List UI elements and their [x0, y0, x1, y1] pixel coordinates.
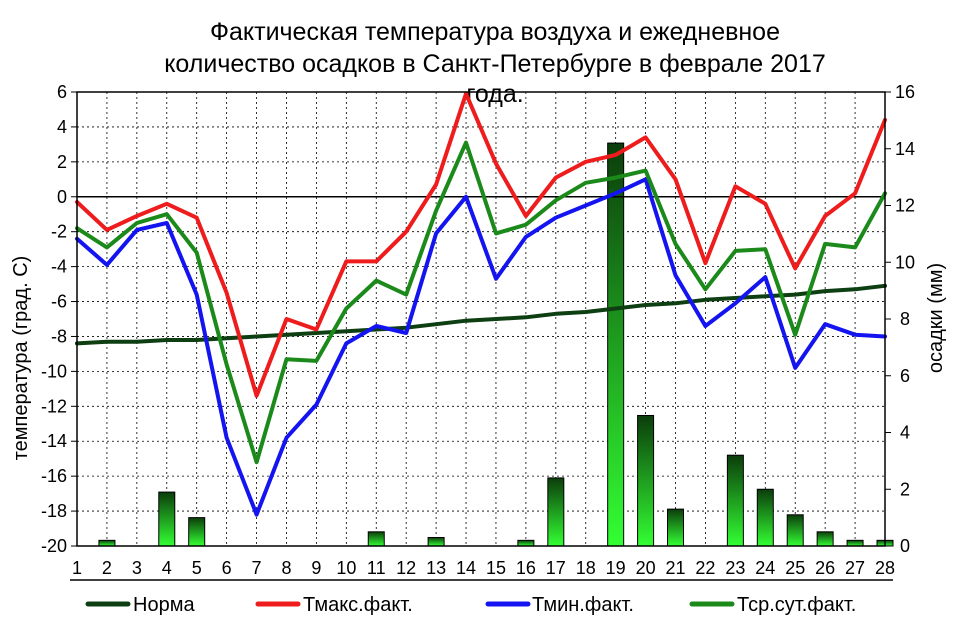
- series-line-3: [75, 177, 887, 517]
- y2-tick-label: 8: [900, 309, 910, 329]
- y2-tick-label: 0: [900, 536, 910, 556]
- precipitation-bar: [756, 488, 774, 547]
- precipitation-bar: [547, 477, 565, 547]
- y-tick-label: -8: [51, 326, 67, 346]
- y-tick-label: -16: [41, 466, 67, 486]
- x-tick-label: 13: [426, 558, 446, 578]
- x-tick-label: 7: [252, 558, 262, 578]
- x-tick-label: 20: [636, 558, 656, 578]
- x-tick-label: 14: [456, 558, 476, 578]
- precipitation-bar: [786, 514, 804, 547]
- x-tick-label: 9: [311, 558, 321, 578]
- precipitation-bar: [517, 539, 535, 547]
- legend-label: Норма: [133, 594, 195, 616]
- y2-tick-label: 4: [900, 423, 910, 443]
- y-tick-label: 6: [57, 82, 67, 102]
- x-tick-label: 1: [72, 558, 82, 578]
- x-tick-label: 10: [336, 558, 356, 578]
- legend-label: Тср.сут.факт.: [737, 594, 856, 616]
- x-tick-label: 18: [576, 558, 596, 578]
- precipitation-bar: [427, 536, 445, 547]
- y-tick-label: 0: [57, 187, 67, 207]
- y2-tick-label: 16: [895, 82, 915, 102]
- legend: Норма Тмакс.факт. Тмин.факт. Тср.сут.факт.: [85, 594, 856, 616]
- x-tick-label: 11: [367, 558, 386, 578]
- legend-label: Тмакс.факт.: [303, 594, 413, 616]
- precipitation-bar: [637, 414, 655, 547]
- y2-tick-label: 6: [900, 366, 910, 386]
- x-tick-label: 4: [162, 558, 172, 578]
- y2-tick-label: 12: [895, 196, 915, 216]
- y-tick-label: -6: [51, 292, 67, 312]
- chart-title-line: количество осадков в Санкт-Петербурге в …: [164, 50, 826, 78]
- x-tick-label: 22: [695, 558, 715, 578]
- y-tick-label: -18: [41, 501, 67, 521]
- x-tick-label: 28: [875, 558, 895, 578]
- x-tick-label: 17: [546, 558, 566, 578]
- series-lines: [75, 91, 887, 517]
- y2-tick-label: 2: [900, 479, 910, 499]
- y2-axis-label: осадки (мм): [925, 263, 947, 373]
- precipitation-bar: [607, 142, 625, 547]
- precipitation-bar: [816, 531, 834, 547]
- precipitation-bar: [726, 454, 744, 547]
- y-tick-label: -2: [51, 222, 67, 242]
- series-line-4: [75, 140, 887, 465]
- x-tick-label: 6: [222, 558, 232, 578]
- y2-tick-label: 10: [895, 252, 915, 272]
- legend-label: Тмин.факт.: [532, 594, 634, 616]
- chart-title-line: Фактическая температура воздуха и ежедне…: [210, 18, 780, 46]
- x-tick-label: 21: [666, 558, 686, 578]
- series-line-2: [75, 91, 887, 398]
- precipitation-bar: [188, 517, 206, 547]
- chart-title: Фактическая температура воздуха и ежедне…: [164, 18, 826, 108]
- x-tick-label: 19: [606, 558, 626, 578]
- x-tick-label: 12: [396, 558, 416, 578]
- precipitation-bar: [846, 539, 864, 547]
- precipitation-bar: [667, 508, 685, 547]
- y-tick-label: -12: [41, 396, 67, 416]
- precipitation-bar: [98, 539, 116, 547]
- precipitation-bar: [367, 531, 385, 547]
- precipitation-bars: [98, 142, 894, 547]
- x-tick-label: 15: [486, 558, 506, 578]
- y2-axis-ticks: 16 14 12 10 8 6 4 2 0: [885, 82, 915, 556]
- y-axis-ticks: 6 4 2 0 -2 -4 -6 -8 -10 -12 -14 -16 -18 -20: [41, 82, 77, 556]
- y-tick-label: -14: [41, 431, 67, 451]
- y-axis-label: температура (град. С): [10, 256, 32, 461]
- y-tick-label: -10: [41, 361, 67, 381]
- x-tick-label: 27: [845, 558, 865, 578]
- x-tick-label: 26: [815, 558, 835, 578]
- y-tick-label: 2: [57, 152, 67, 172]
- precipitation-bar: [158, 491, 176, 547]
- x-tick-label: 24: [755, 558, 775, 578]
- y2-tick-label: 14: [895, 139, 915, 159]
- x-tick-label: 23: [725, 558, 745, 578]
- x-tick-label: 2: [102, 558, 112, 578]
- x-tick-label: 8: [281, 558, 291, 578]
- x-axis-ticks: 1 2 3 4 5 6 7 8 9 10 11 12 13 14 15 16 17 18 19 20 21 22 23 24 2…: [72, 558, 895, 578]
- x-tick-label: 5: [192, 558, 202, 578]
- x-tick-label: 16: [516, 558, 536, 578]
- series-line-1: [75, 283, 887, 346]
- chart-title-line: года.: [466, 80, 523, 108]
- x-tick-label: 3: [132, 558, 142, 578]
- y-tick-label: 4: [57, 117, 67, 137]
- x-tick-label: 25: [785, 558, 805, 578]
- y-tick-label: -20: [41, 536, 67, 556]
- y-tick-label: -4: [51, 257, 67, 277]
